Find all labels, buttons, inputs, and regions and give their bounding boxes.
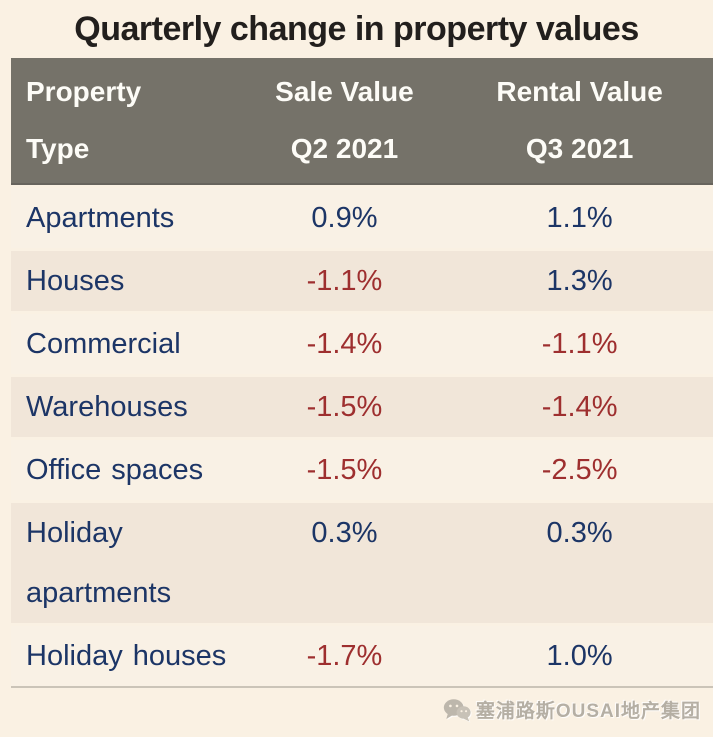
sale-value-cell: -1.1%	[306, 265, 383, 298]
property-type-cell: Holiday houses	[26, 640, 227, 673]
watermark: 塞浦路斯OUSAI地产集团	[443, 696, 701, 723]
rental-value-cell: 0.3%	[546, 517, 613, 550]
column-header-line: Sale Value	[275, 76, 414, 108]
column-header-line: Rental Value	[496, 76, 663, 108]
table-row: Warehouses -1.5% -1.4%	[11, 377, 713, 438]
table-header-row: Property Type Sale Value Q2 2021 Rental …	[11, 58, 713, 186]
sale-value-cell: -1.5%	[306, 391, 383, 424]
rental-value-cell: -1.4%	[541, 391, 618, 424]
sale-value-cell: -1.4%	[306, 328, 383, 361]
table-row: Holiday houses -1.7% 1.0%	[11, 626, 713, 687]
property-type-cell: Office spaces	[26, 454, 204, 487]
sale-value-cell: 0.3%	[311, 517, 378, 550]
column-header-sale-value: Sale Value Q2 2021	[243, 63, 447, 177]
column-header-line: Property	[26, 76, 142, 108]
property-type-cell: Houses	[26, 265, 125, 298]
table-row: Houses -1.1% 1.3%	[11, 251, 713, 312]
page-title: Quarterly change in property values	[74, 10, 639, 48]
watermark-text: 塞浦路斯OUSAI地产集团	[475, 701, 701, 722]
column-header-line: Q3 2021	[525, 133, 634, 165]
column-header-line: Q2 2021	[290, 133, 399, 165]
rental-value-cell: -1.1%	[541, 328, 618, 361]
wechat-icon	[443, 698, 471, 722]
property-values-table: Property Type Sale Value Q2 2021 Rental …	[11, 58, 713, 689]
sale-value-cell: 0.9%	[311, 202, 378, 235]
column-header-property-type: Property Type	[11, 63, 243, 177]
sale-value-cell: -1.7%	[306, 640, 383, 673]
property-type-cell: Commercial	[26, 328, 181, 361]
rental-value-cell: 1.1%	[546, 202, 613, 235]
property-type-cell: Apartments	[26, 202, 175, 235]
column-header-rental-value: Rental Value Q3 2021	[446, 63, 713, 177]
column-header-line: Type	[26, 133, 90, 165]
table-row: Commercial -1.4% -1.1%	[11, 314, 713, 375]
table-row: Office spaces -1.5% -2.5%	[11, 440, 713, 501]
rental-value-cell: 1.3%	[546, 265, 613, 298]
table-row: Holiday apartments 0.3% 0.3%	[11, 503, 713, 624]
table-body: Apartments 0.9% 1.1% Houses -1.1% 1.3% C…	[11, 188, 713, 687]
property-type-cell: Warehouses	[26, 391, 188, 424]
sale-value-cell: -1.5%	[306, 454, 383, 487]
property-type-cell: Holiday apartments	[26, 517, 172, 610]
rental-value-cell: 1.0%	[546, 640, 613, 673]
rental-value-cell: -2.5%	[541, 454, 618, 487]
table-row: Apartments 0.9% 1.1%	[11, 188, 713, 249]
